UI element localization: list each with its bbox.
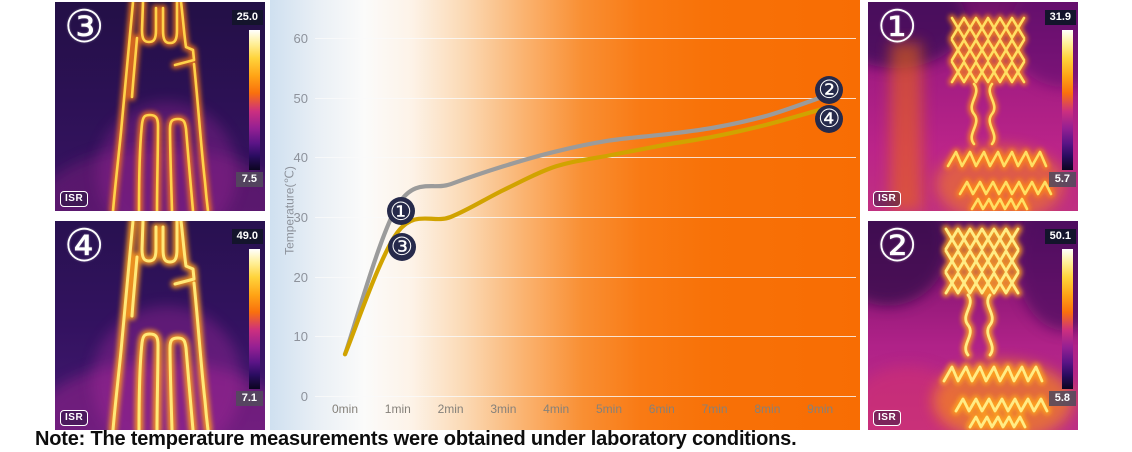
chart-gridline: [315, 336, 856, 338]
thermal-image-panel-1: ① 31.9 5.7 ISR: [868, 2, 1078, 211]
chart-gridline: [315, 217, 856, 218]
scale-min-label: 5.8: [1048, 391, 1076, 406]
temperature-chart: 0 10 20 30 40 50 60 0min 1min 2min 3min 4min 5min 6mi…: [270, 0, 860, 430]
x-axis-tick-label: 7min: [701, 402, 728, 416]
scale-min-label: 5.7: [1048, 172, 1076, 187]
series-line-seat-heater-yellow: [342, 107, 823, 357]
chart-plot-area: [342, 95, 823, 357]
chart-gridline: [315, 396, 856, 397]
chart-gridline: [315, 97, 856, 99]
y-axis-title: Temperature(℃): [282, 166, 297, 255]
thermal-seat-art: [868, 2, 1078, 211]
x-axis-tick-label: 2min: [437, 402, 464, 416]
chart-gridline: [315, 38, 856, 39]
isr-tag: ISR: [60, 191, 89, 207]
y-axis-tick-label: 40: [293, 150, 308, 166]
y-axis-tick-label: 20: [293, 269, 308, 285]
note-text: Note: The temperature measurements were …: [35, 428, 797, 450]
chart-marker-badge: ②: [815, 75, 844, 104]
x-axis-tick-label: 1min: [384, 402, 411, 416]
panel-number-badge: ③: [64, 2, 105, 53]
chart-marker-badge: ①: [386, 197, 415, 226]
thermal-pad-art: [55, 2, 265, 211]
scale-max-label: 49.0: [231, 229, 263, 244]
x-axis-tick-label: 6min: [648, 402, 675, 416]
scale-max-label: 31.9: [1044, 10, 1076, 25]
panel-number-badge: ①: [877, 2, 918, 53]
thermal-colorbar: [249, 30, 260, 170]
x-axis-tick-label: 3min: [490, 402, 517, 416]
thermal-image-panel-2: ② 50.1 5.8 ISR: [868, 221, 1078, 430]
isr-tag: ISR: [873, 191, 902, 207]
isr-tag: ISR: [60, 410, 89, 426]
x-axis-tick-label: 0min: [331, 402, 358, 416]
chart-marker-badge: ③: [387, 232, 416, 261]
thermal-pad-art: [55, 221, 265, 430]
x-axis-tick-label: 4min: [543, 402, 570, 416]
chart-gridline: [315, 276, 856, 278]
y-axis-tick-label: 10: [293, 329, 308, 345]
scale-max-label: 25.0: [231, 10, 263, 25]
y-axis-tick-label: 50: [293, 90, 308, 106]
scale-max-label: 50.1: [1044, 229, 1076, 244]
panel-number-badge: ②: [877, 221, 918, 272]
x-axis-tick-label: 5min: [595, 402, 622, 416]
series-line-seat-heater-gray: [342, 95, 823, 357]
scale-min-label: 7.5: [235, 172, 263, 187]
thermal-seat-art: [868, 221, 1078, 430]
panel-number-badge: ④: [64, 221, 105, 272]
y-axis-tick-label: 0: [300, 389, 308, 404]
isr-tag: ISR: [873, 410, 902, 426]
chart-marker-badge: ④: [815, 104, 844, 133]
y-axis-tick-label: 60: [293, 30, 308, 46]
x-axis-tick-label: 9min: [807, 402, 834, 416]
x-axis-tick-label: 8min: [754, 402, 781, 416]
thermal-image-panel-3: ③ 25.0 7.5 ISR: [55, 2, 265, 211]
scale-min-label: 7.1: [235, 391, 263, 406]
thermal-image-panel-4: ④ 49.0 7.1 ISR: [55, 221, 265, 430]
thermal-colorbar: [1062, 249, 1073, 389]
thermal-colorbar: [1062, 30, 1073, 170]
thermal-colorbar: [249, 249, 260, 389]
y-axis-tick-label: 30: [293, 209, 308, 225]
